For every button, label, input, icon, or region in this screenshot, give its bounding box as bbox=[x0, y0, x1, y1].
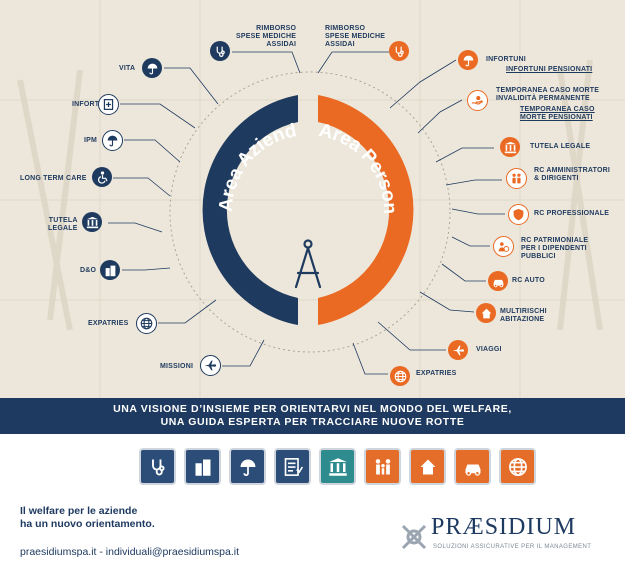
right-label-rc-amm: RC AMMINISTRATORI & DIRIGENTI bbox=[534, 167, 610, 182]
stethoscope-icon bbox=[139, 448, 176, 485]
stethoscope-icon bbox=[210, 41, 230, 61]
right-label-multirischi: MULTIRISCHI ABITAZIONE bbox=[500, 308, 547, 323]
car-icon bbox=[454, 448, 491, 485]
buildings-icon bbox=[184, 448, 221, 485]
left-label-vita: VITA bbox=[119, 65, 136, 72]
tagline: Il welfare per le aziende ha un nuovo or… bbox=[20, 505, 155, 531]
logo-mark-icon bbox=[401, 524, 427, 550]
right-label-rc-patr: RC PATRIMONIALE PER I DIPENDENTI PUBBLIC… bbox=[521, 237, 589, 260]
left-label-expatries: EXPATRIES bbox=[88, 320, 129, 327]
right-label-viaggi: VIAGGI bbox=[476, 346, 502, 353]
house-icon bbox=[409, 448, 446, 485]
shield-icon bbox=[508, 204, 529, 225]
umbrella-icon bbox=[102, 130, 123, 151]
right-label-infortuni-sub: INFORTUNI PENSIONATI bbox=[506, 66, 593, 73]
airplane-icon bbox=[200, 355, 221, 376]
wheelchair-icon bbox=[92, 167, 112, 187]
praesidium-logo: PRÆSIDIUM SOLUZIONI ASSICURATIVE PER IL … bbox=[395, 508, 610, 563]
compass-icon bbox=[294, 239, 322, 289]
courthouse-icon bbox=[82, 212, 102, 232]
right-label-infortuni: INFORTUNI bbox=[486, 56, 526, 63]
right-label-temporanea-sub: TEMPORANEA CASO MORTE PENSIONATI bbox=[520, 106, 595, 121]
service-icon-row bbox=[139, 448, 536, 488]
buildings-icon bbox=[100, 260, 120, 280]
globe-icon bbox=[499, 448, 536, 485]
umbrella-icon bbox=[458, 50, 478, 70]
background-compass-art bbox=[0, 0, 625, 400]
left-label-tutela: TUTELA LEGALE bbox=[48, 217, 78, 232]
banner-line-1: UNA VISIONE D’INSIEME PER ORIENTARVI NEL… bbox=[113, 403, 512, 415]
house-icon bbox=[476, 303, 496, 323]
left-label-rimborso: RIMBORSO SPESE MEDICHE ASSIDAI bbox=[236, 25, 297, 48]
right-label-tutela: TUTELA LEGALE bbox=[530, 143, 591, 150]
people-circle-icon bbox=[493, 236, 514, 257]
headline-banner: UNA VISIONE D’INSIEME PER ORIENTARVI NEL… bbox=[0, 398, 625, 434]
medical-report-icon bbox=[98, 94, 119, 115]
umbrella-icon bbox=[229, 448, 266, 485]
left-label-ipm: IPM bbox=[84, 137, 98, 144]
family-icon bbox=[364, 448, 401, 485]
left-label-missioni: MISSIONI bbox=[160, 363, 194, 370]
banner-line-2: UNA GUIDA ESPERTA PER TRACCIARE NUOVE RO… bbox=[160, 416, 465, 428]
airplane-icon bbox=[448, 340, 468, 360]
right-label-temporanea: TEMPORANEA CASO MORTE INVALIDITÀ PERMANE… bbox=[496, 87, 600, 102]
courthouse-icon bbox=[319, 448, 356, 485]
people-icon bbox=[506, 168, 527, 189]
contacts-text[interactable]: praesidiumspa.it - individuali@praesidiu… bbox=[20, 546, 240, 558]
hand-icon bbox=[467, 90, 488, 111]
logo-name: PRÆSIDIUM bbox=[431, 514, 577, 540]
car-icon bbox=[488, 271, 508, 291]
area-labels: Area Aziende Area Persona bbox=[0, 0, 400, 214]
courthouse-icon bbox=[500, 137, 520, 157]
checklist-icon bbox=[274, 448, 311, 485]
umbrella-icon bbox=[142, 58, 162, 78]
tagline-line-2: ha un nuovo orientamento. bbox=[20, 518, 155, 530]
right-label-expatries: EXPATRIES bbox=[416, 370, 457, 377]
globe-icon bbox=[136, 313, 157, 334]
infographic: Area Aziende Area Persona RIMBORSO SPESE… bbox=[0, 0, 625, 400]
stethoscope-icon bbox=[389, 41, 409, 61]
right-label-rc-auto: RC AUTO bbox=[512, 277, 545, 284]
right-label-rc-prof: RC PROFESSIONALE bbox=[534, 210, 610, 217]
left-label-infortuni: INFORTUNI bbox=[72, 101, 112, 108]
left-label-ltc: LONG TERM CARE bbox=[20, 175, 87, 182]
tagline-line-1: Il welfare per le aziende bbox=[20, 505, 138, 517]
logo-subtitle: SOLUZIONI ASSICURATIVE PER IL MANAGEMENT bbox=[433, 544, 592, 550]
globe-icon bbox=[390, 366, 410, 386]
right-label-rimborso: RIMBORSO SPESE MEDICHE ASSIDAI bbox=[325, 25, 386, 48]
left-label-do: D&O bbox=[80, 267, 97, 274]
